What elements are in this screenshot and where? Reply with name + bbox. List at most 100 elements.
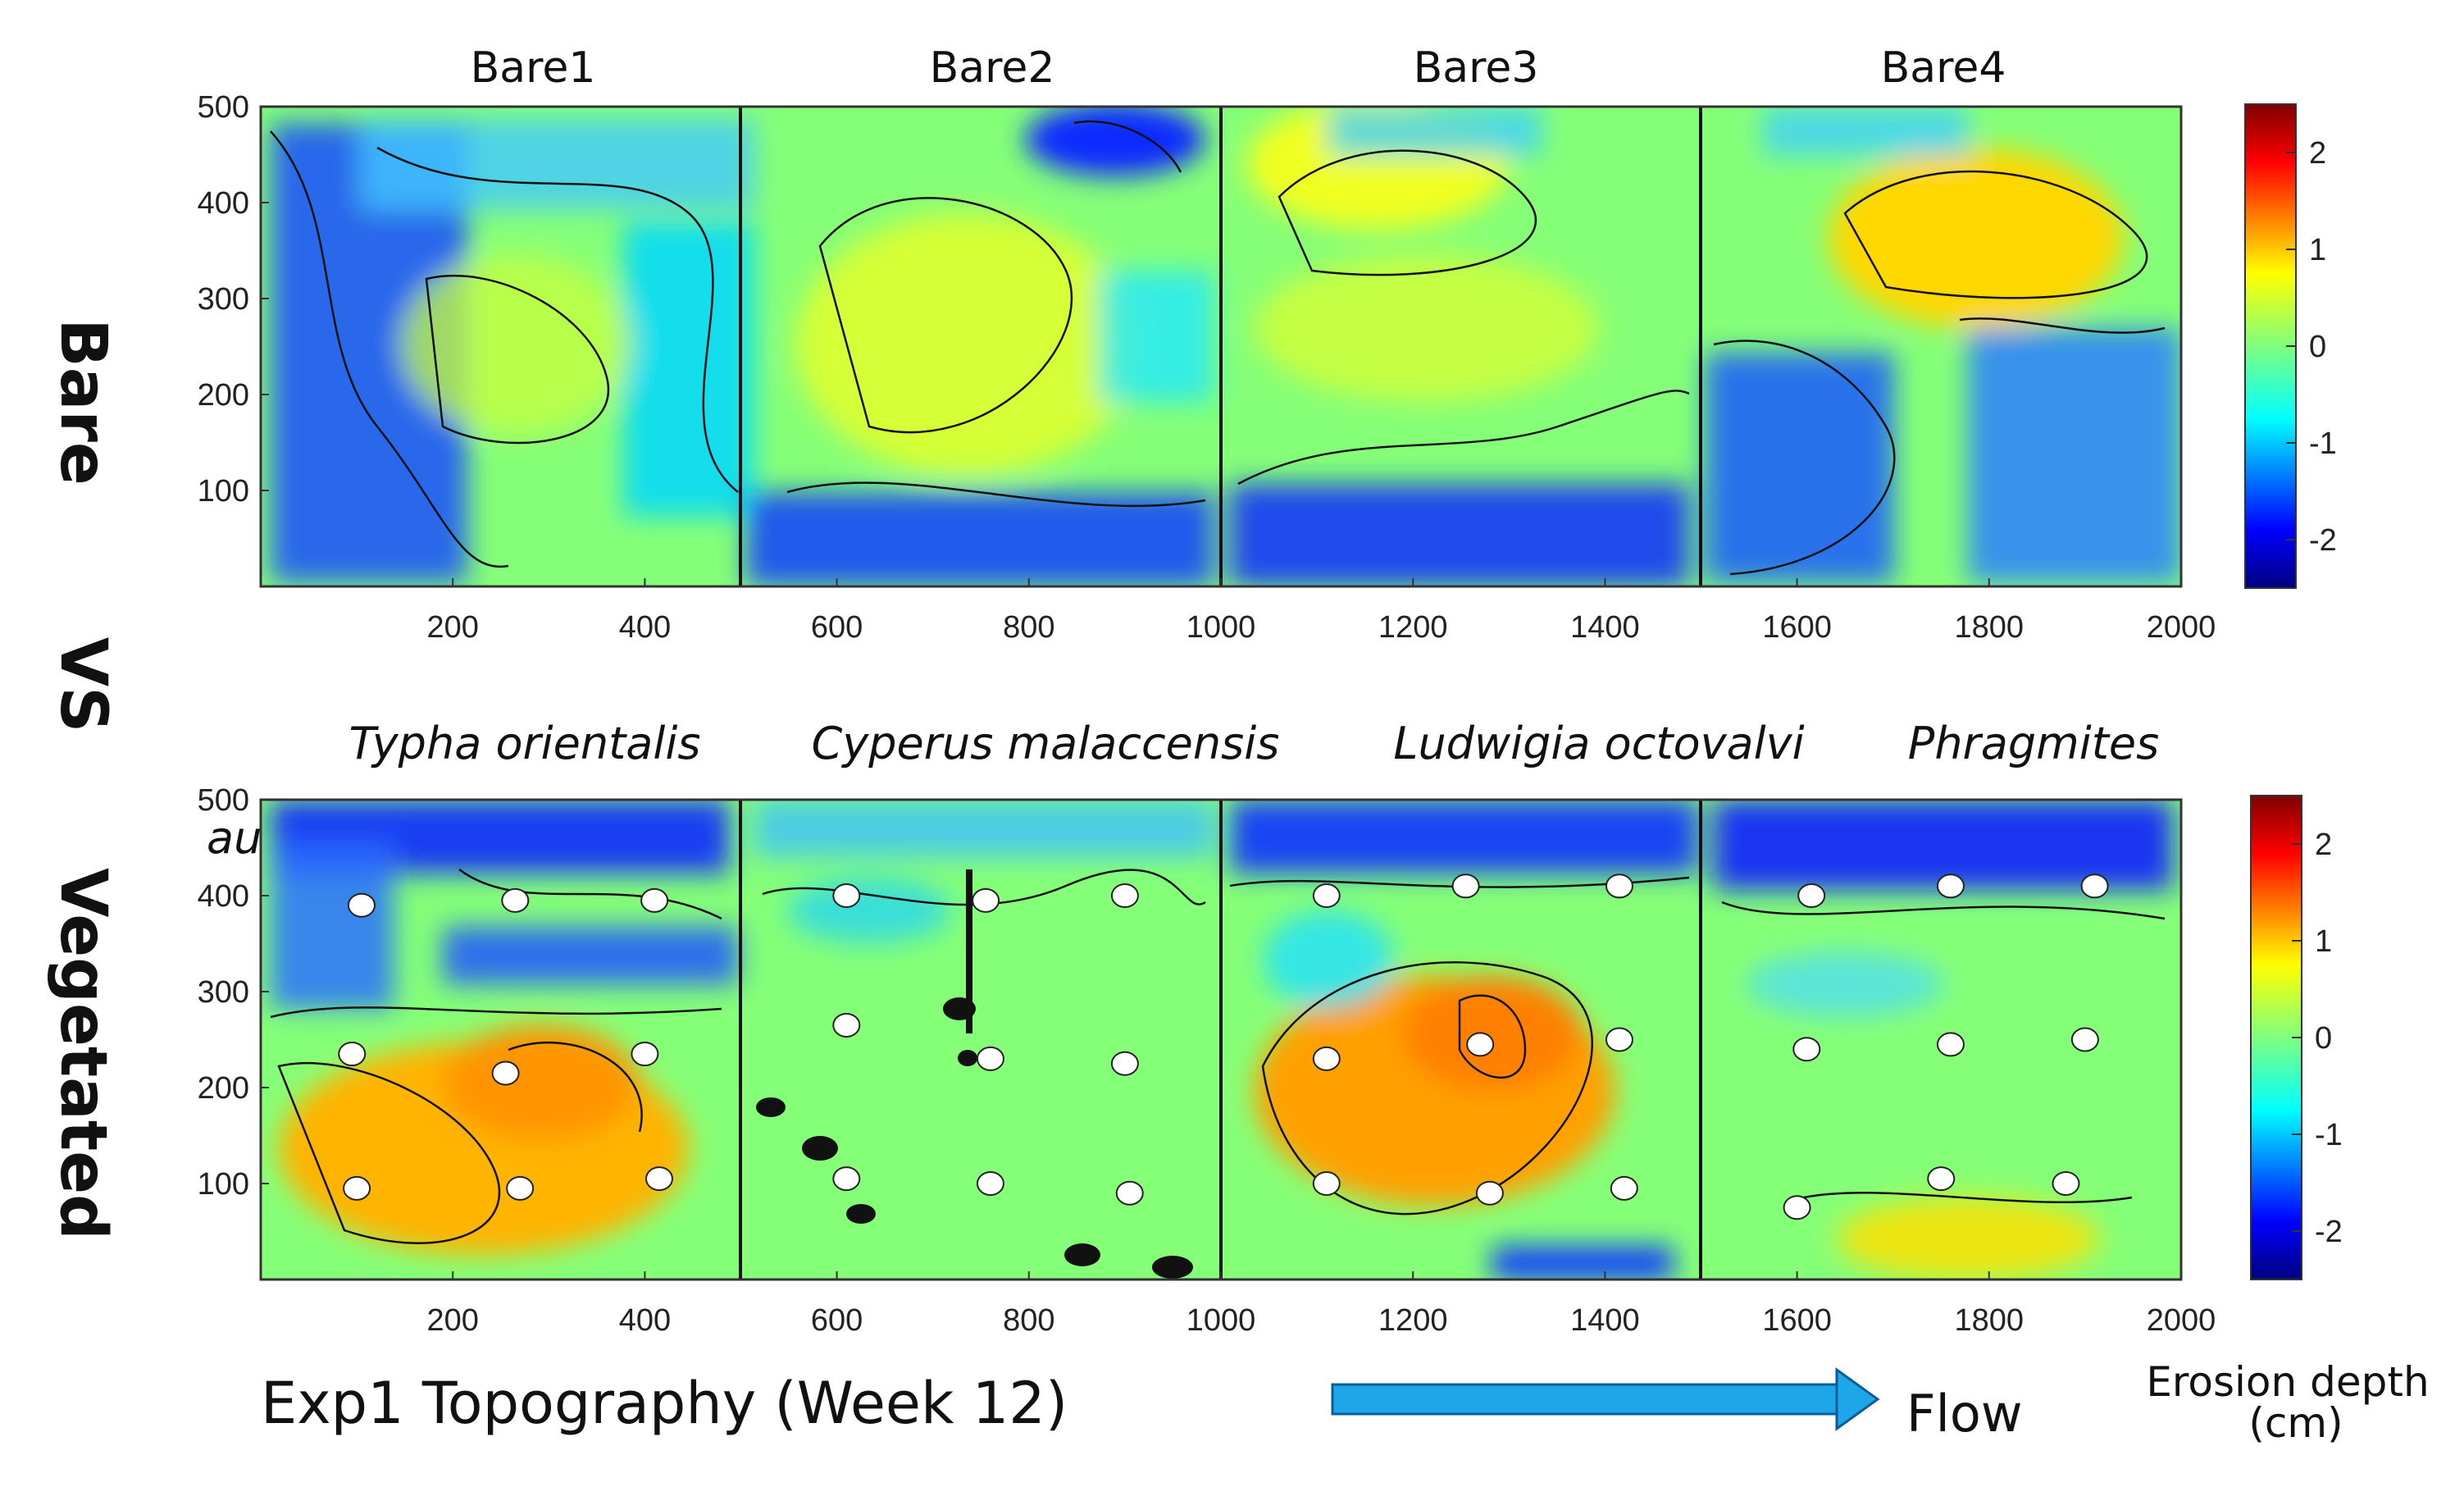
row-label-bare: Bare (46, 318, 120, 485)
bare-y-tick-label: 500 (198, 90, 249, 125)
vegetation-marker (1605, 873, 1633, 899)
vegetation-marker (1110, 883, 1139, 908)
colorbar-tick-label: -2 (2309, 523, 2337, 558)
vegetation-marker (501, 887, 530, 913)
footer-title: Exp1 Topography (Week 12) (261, 1370, 1068, 1437)
panel-title-phragmites: Phragmites (1908, 718, 2160, 769)
vegetation-marker (832, 1166, 861, 1192)
bare-x-tick-label: 1200 (1378, 610, 1448, 645)
vegetation-marker (491, 1061, 520, 1086)
heatmap-vegetated (259, 798, 2183, 1281)
bare-y-tick-label: 100 (198, 474, 249, 509)
top-panel-titles: Bare1 Bare2 Bare3 Bare4 (471, 43, 2006, 93)
colorbar-tick-label: -1 (2309, 426, 2337, 461)
vegetated-y-tick-label: 300 (198, 975, 249, 1010)
vegetation-marker (2052, 1171, 2080, 1196)
vegetated-x-tick-label: 1200 (1378, 1303, 1448, 1338)
bare-x-tick-label: 800 (1003, 610, 1054, 645)
vegetation-marker (1610, 1175, 1638, 1201)
vegetation-marker (1115, 1180, 1144, 1206)
vegetated-y-tick-label: 400 (198, 879, 249, 914)
bare-y-tick-label: 400 (198, 186, 249, 221)
heatmap-bare (259, 105, 2183, 588)
vegetated-x-tick-label: 1800 (1955, 1303, 2024, 1338)
vegetation-marker (832, 1012, 861, 1038)
vegetated-x-tick-label: 600 (811, 1303, 863, 1338)
row-label-vegetated: Vegetated (46, 868, 120, 1240)
vegetated-y-tick-label: 500 (198, 783, 249, 818)
vegetated-y-tick-label: 100 (198, 1167, 249, 1202)
bare-panel-dividers (739, 107, 1702, 586)
vegetation-marker (1936, 1032, 1965, 1057)
vegetated-x-tick-label: 200 (426, 1303, 478, 1338)
colorbar-tick-label: 2 (2309, 136, 2326, 171)
colorbar-tick-label: 1 (2315, 924, 2332, 959)
colorbar-tick-label: 1 (2309, 233, 2326, 267)
vegetation-marker (972, 887, 1000, 913)
vegetation-marker (1792, 1037, 1821, 1062)
colorbar-bottom: -2 -1 0 1 2 (2250, 795, 2343, 1280)
vegetated-x-tick-label: 1400 (1570, 1303, 1640, 1338)
panel-title-typha: Typha orientalis (348, 718, 700, 769)
vegetated-x-tick-label: 1600 (1762, 1303, 1832, 1338)
vegetation-marker (1605, 1027, 1633, 1052)
panel-title-bare2: Bare2 (930, 43, 1055, 93)
vegetation-marker (1475, 1180, 1504, 1206)
bare-x-tick-label: 1000 (1186, 610, 1256, 645)
bare-x-tick-label: 400 (619, 610, 671, 645)
separator-label: VS (46, 637, 120, 733)
vegetation-markers (338, 873, 2109, 1220)
vegetation-marker (347, 892, 376, 918)
colorbar-tick-label: 0 (2309, 330, 2326, 364)
colorbar-tick-label: 2 (2315, 828, 2332, 862)
vegetation-marker (640, 887, 669, 913)
vegetation-marker (2080, 873, 2109, 899)
vegetation-marker (644, 1166, 673, 1192)
vegetated-color-field (271, 800, 2173, 1279)
panel-title-bare4: Bare4 (1881, 43, 2006, 93)
vegetation-marker (343, 1175, 371, 1201)
vegetation-marker (832, 883, 861, 908)
bare-x-tick-label: 2000 (2147, 610, 2216, 645)
bare-y-tick-label: 200 (198, 378, 249, 413)
bare-y-tick-label: 300 (198, 282, 249, 317)
bare-x-tick-label: 1600 (1762, 610, 1832, 645)
colorbar-tick-label: -2 (2315, 1215, 2343, 1249)
bare-x-tick-label: 600 (811, 610, 863, 645)
vegetated-contours (270, 868, 2166, 1244)
vegetation-marker (1936, 873, 1965, 899)
vegetated-panel-dividers (739, 800, 1702, 1279)
panel-title-bare1: Bare1 (471, 43, 596, 93)
vegetated-x-tick-label: 2000 (2147, 1303, 2216, 1338)
vegetated-x-tick-label: 1000 (1186, 1303, 1256, 1338)
vegetation-marker (2070, 1027, 2099, 1052)
vegetation-marker (1797, 883, 1826, 908)
colorbar-title-line1: Erosion depth (2146, 1358, 2429, 1406)
vegetation-marker (506, 1175, 535, 1201)
flow-arrow (1331, 1367, 1880, 1431)
colorbar-tick-label: -1 (2315, 1118, 2343, 1152)
bare-x-tick-label: 1400 (1570, 610, 1640, 645)
bare-x-tick-label: 200 (426, 610, 478, 645)
vegetation-marker (1451, 873, 1480, 899)
colorbar-title-line2: (cm) (2248, 1399, 2343, 1447)
vegetation-marker (976, 1171, 1004, 1196)
colorbar-tick-label: 0 (2315, 1021, 2332, 1056)
bare-x-tick-label: 1800 (1955, 610, 2024, 645)
vegetation-marker (976, 1046, 1004, 1071)
vegetated-black-gaps (756, 869, 1193, 1279)
vegetation-marker (338, 1042, 367, 1067)
flow-label: Flow (1906, 1384, 2023, 1444)
vegetation-marker (1466, 1032, 1495, 1057)
vegetation-marker (1927, 1166, 1956, 1192)
vegetation-marker (1312, 883, 1341, 908)
panel-title-bare3: Bare3 (1414, 43, 1539, 93)
colorbar-top: -2 -1 0 1 2 (2244, 103, 2337, 589)
vegetated-y-tick-label: 200 (198, 1071, 249, 1106)
vegetation-marker (1312, 1171, 1341, 1196)
vegetated-x-tick-label: 400 (619, 1303, 671, 1338)
bare-color-field (271, 107, 2181, 586)
axes: 200 400 600 800 1000 1200 1400 1600 1800 2000 100 2… (198, 90, 2216, 1338)
vegetation-marker (631, 1042, 659, 1067)
